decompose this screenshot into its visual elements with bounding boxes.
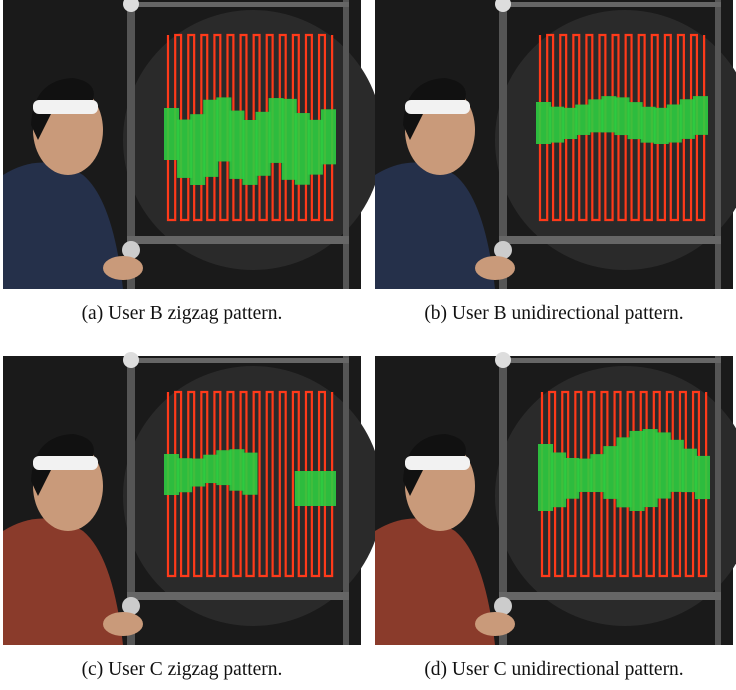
detected-region: [190, 459, 205, 487]
frame-joint: [495, 352, 511, 368]
caption: (d) User C unidirectional pattern.: [424, 659, 683, 680]
frame-bar: [715, 356, 721, 645]
detected-region: [614, 97, 629, 135]
detected-region: [588, 99, 603, 132]
caption: (a) User B zigzag pattern.: [82, 303, 283, 324]
detected-region: [564, 458, 579, 499]
hand: [475, 612, 515, 636]
detected-region: [616, 437, 631, 507]
detected-region: [321, 471, 336, 506]
photo: [375, 352, 736, 645]
photo: [3, 0, 383, 289]
detected-region: [295, 471, 310, 506]
detected-region: [164, 108, 179, 160]
frame-bar: [499, 592, 721, 600]
detected-region: [229, 449, 244, 490]
detected-region: [216, 450, 231, 485]
detected-region: [667, 104, 682, 142]
detected-region: [628, 102, 643, 139]
detected-region: [590, 454, 605, 492]
detected-region: [177, 120, 192, 178]
detected-region: [575, 105, 590, 135]
detected-region: [643, 429, 658, 507]
detected-region: [308, 471, 323, 506]
detected-region: [538, 444, 553, 511]
detected-region: [641, 107, 656, 143]
detected-region: [603, 446, 618, 499]
detected-region: [321, 109, 336, 164]
frame-bar: [499, 236, 721, 244]
detected-region: [190, 114, 205, 185]
frame-bar: [499, 2, 721, 7]
detected-region: [630, 431, 645, 511]
hand: [475, 256, 515, 280]
detected-region: [695, 456, 710, 499]
frame-bar: [127, 236, 349, 244]
detected-region: [654, 108, 669, 144]
detected-region: [242, 453, 257, 495]
detected-region: [562, 108, 577, 139]
detected-region: [549, 107, 564, 143]
detected-region: [577, 459, 592, 492]
headset: [405, 456, 470, 470]
detected-region: [295, 113, 310, 185]
detected-region: [536, 102, 551, 144]
hand: [103, 612, 143, 636]
detected-region: [680, 99, 695, 139]
photo: [375, 0, 736, 289]
detected-region: [601, 96, 616, 132]
detected-region: [682, 449, 697, 492]
detected-region: [693, 96, 708, 135]
frame-bar: [127, 592, 349, 600]
frame-bar: [715, 0, 721, 289]
frame-bar: [343, 0, 349, 289]
detected-region: [551, 452, 566, 507]
frame-bar: [127, 2, 349, 7]
caption: (b) User B unidirectional pattern.: [424, 303, 683, 324]
headset: [405, 100, 470, 114]
headset: [33, 100, 98, 114]
detected-region: [203, 100, 218, 177]
detected-region: [282, 99, 297, 180]
frame-joint: [123, 352, 139, 368]
detected-region: [308, 120, 323, 175]
photo: [3, 352, 383, 645]
detected-region: [669, 440, 684, 492]
frame-bar: [499, 358, 721, 363]
detected-region: [216, 97, 231, 161]
figure: (a) User B zigzag pattern. (b) User B un…: [0, 0, 736, 685]
detected-region: [203, 455, 218, 483]
detected-region: [242, 120, 257, 185]
detected-region: [177, 458, 192, 492]
hand: [103, 256, 143, 280]
detected-region: [656, 432, 671, 498]
headset: [33, 456, 98, 470]
detected-region: [229, 111, 244, 179]
frame-bar: [343, 356, 349, 645]
frame-bar: [127, 358, 349, 363]
detected-region: [164, 454, 179, 495]
detected-region: [269, 98, 284, 163]
detected-region: [256, 112, 271, 176]
caption: (c) User C zigzag pattern.: [82, 659, 283, 680]
